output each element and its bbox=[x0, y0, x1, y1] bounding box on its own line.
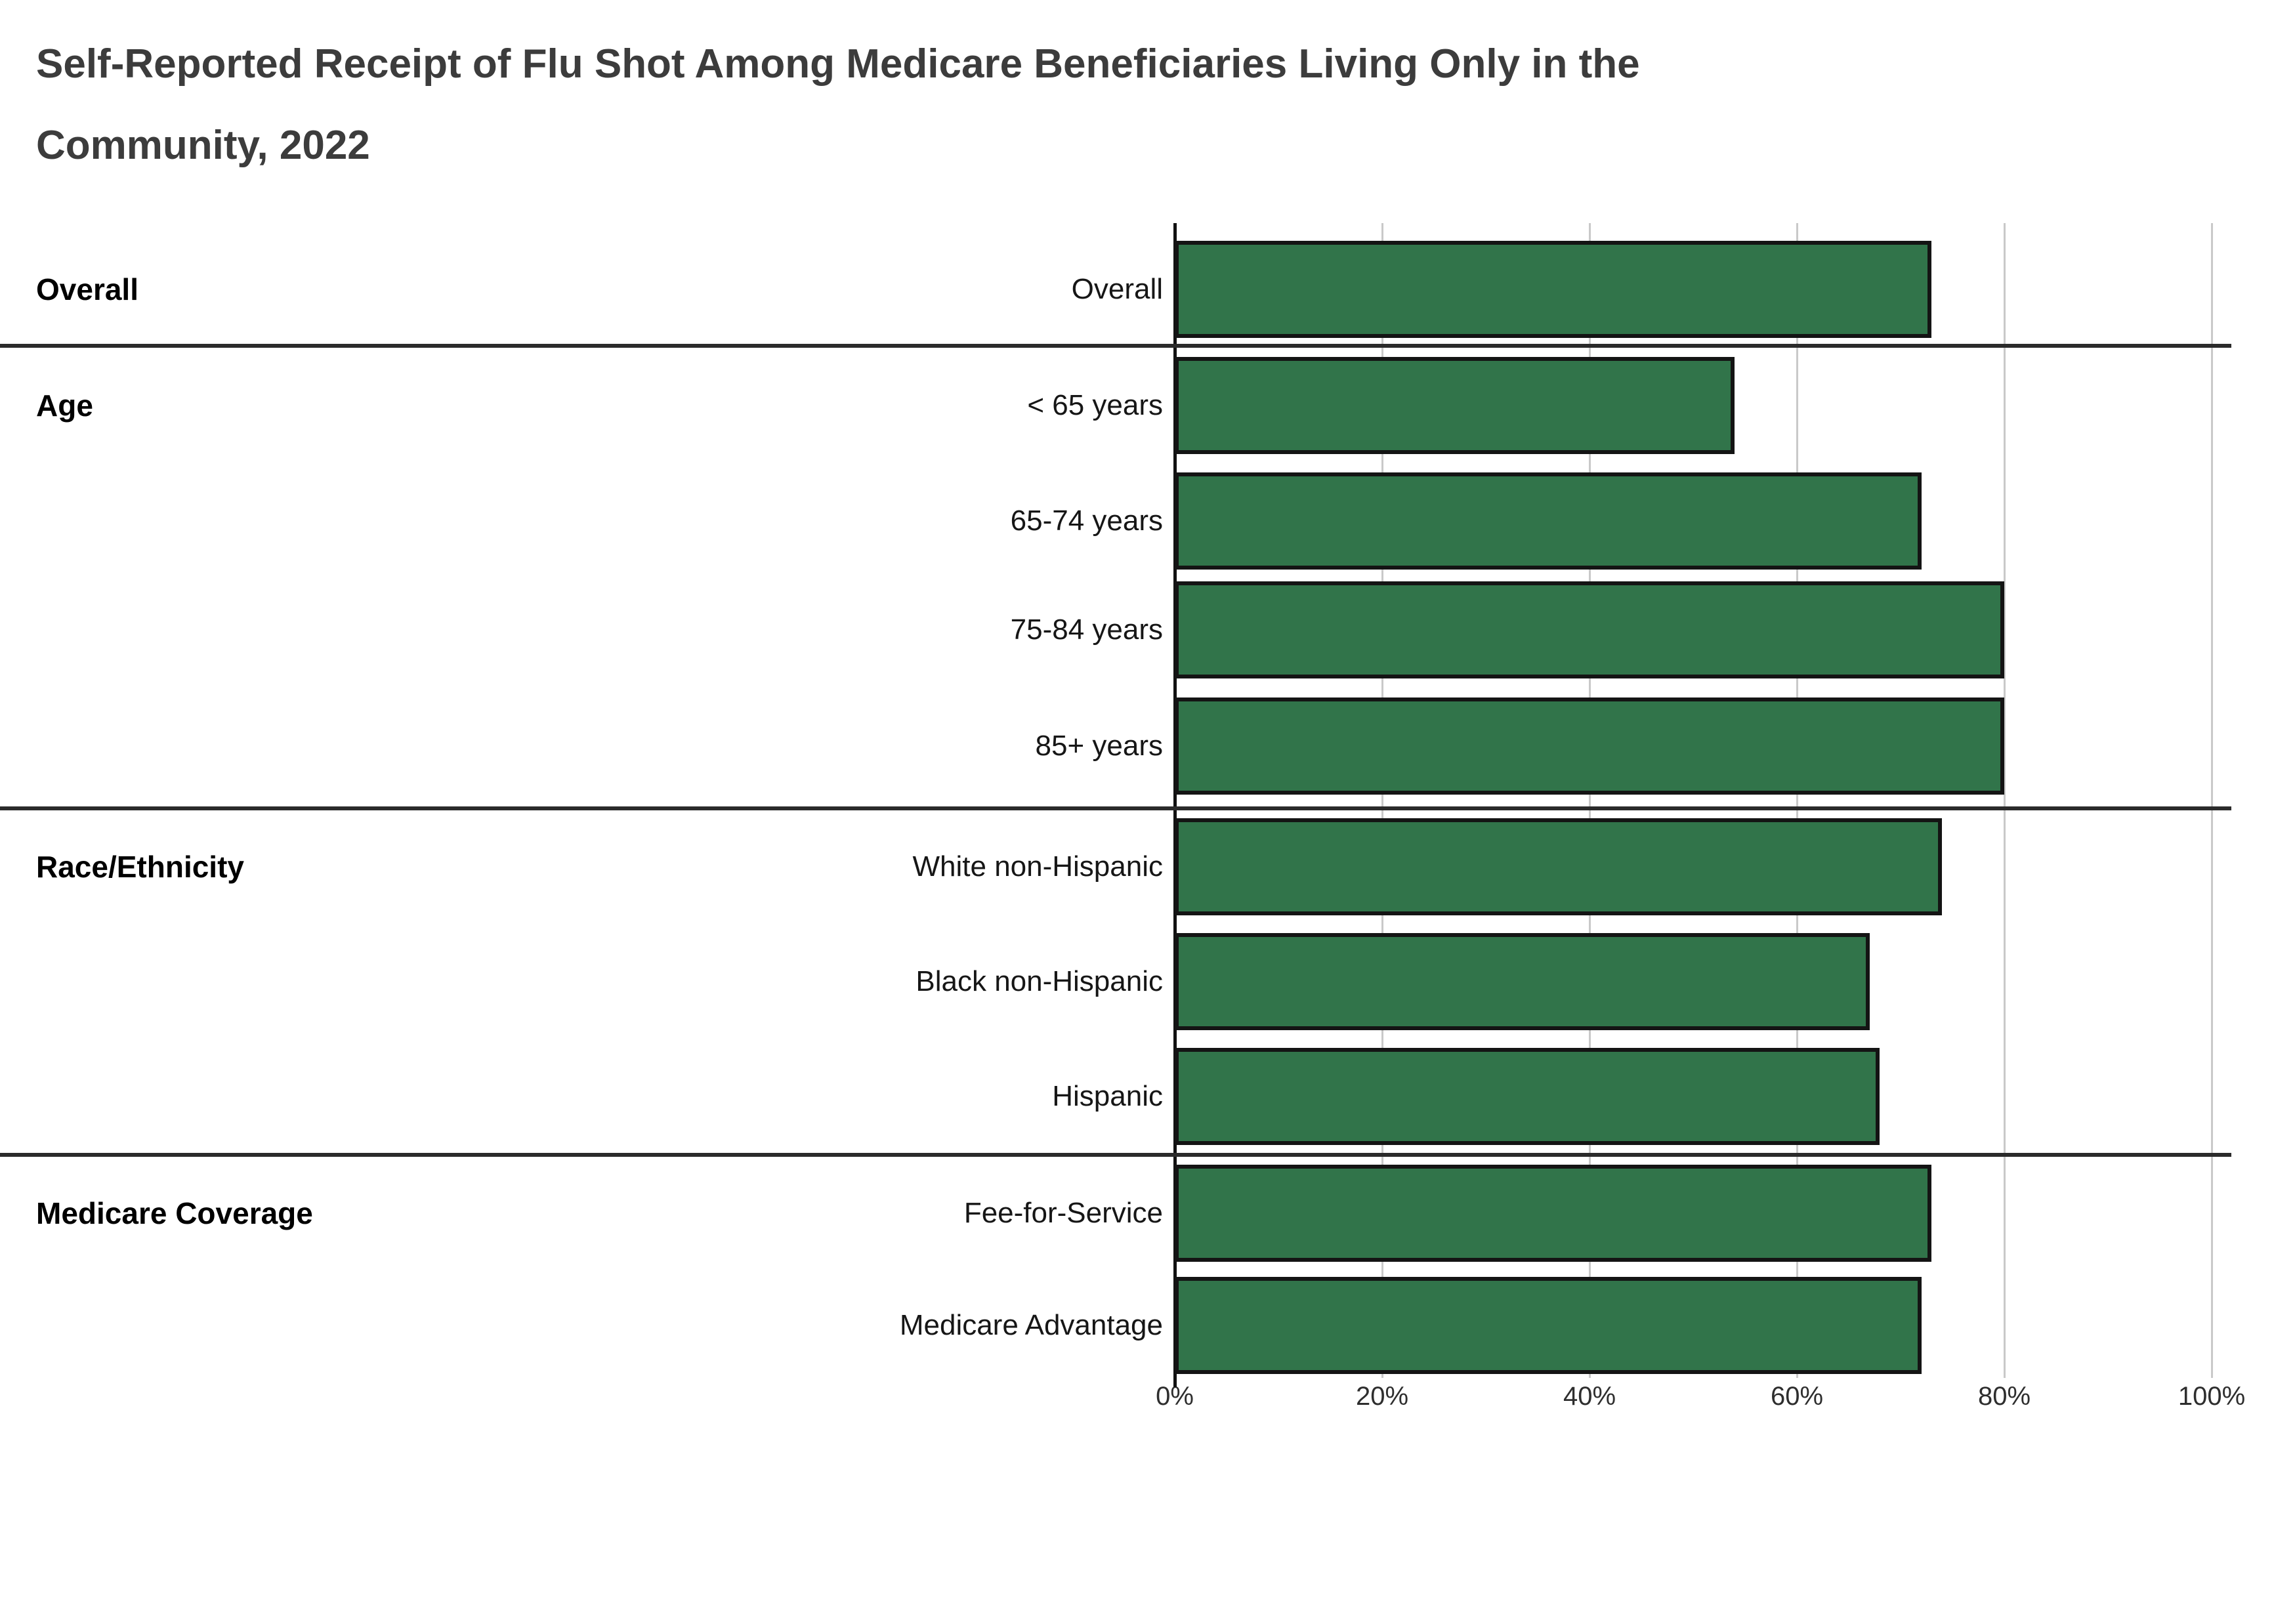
x-tick-label: 40% bbox=[1563, 1382, 1616, 1411]
row-label: White non-Hispanic bbox=[912, 850, 1164, 883]
row-label: Fee-for-Service bbox=[963, 1197, 1163, 1229]
bar-hispanic[interactable] bbox=[1175, 1048, 1880, 1145]
bar-85-years[interactable] bbox=[1175, 697, 2004, 795]
gridline-100 bbox=[2211, 223, 2213, 1378]
chart-title: Self-Reported Receipt of Flu Shot Among … bbox=[36, 24, 1640, 186]
gridline-40 bbox=[1589, 223, 1591, 1378]
row-label: 75-84 years bbox=[1010, 614, 1163, 646]
x-tick-label: 100% bbox=[2178, 1382, 2246, 1411]
row-label: Overall bbox=[1071, 273, 1163, 305]
group-divider bbox=[0, 344, 2231, 348]
row-label: < 65 years bbox=[1027, 389, 1163, 421]
chart-title-line-2: Community, 2022 bbox=[36, 123, 370, 168]
group-label-age: Age bbox=[36, 388, 93, 423]
x-tick-label: 20% bbox=[1355, 1382, 1409, 1411]
row-label: 85+ years bbox=[1035, 730, 1163, 762]
group-divider bbox=[0, 1153, 2231, 1157]
gridline-20 bbox=[1381, 223, 1383, 1378]
group-divider bbox=[0, 806, 2231, 810]
bar-medicare-advantage[interactable] bbox=[1175, 1277, 1922, 1374]
row-label: Medicare Advantage bbox=[899, 1309, 1163, 1341]
bar-65-74-years[interactable] bbox=[1175, 472, 1922, 570]
bar-black-non-hispanic[interactable] bbox=[1175, 933, 1870, 1030]
group-label-race-ethnicity: Race/Ethnicity bbox=[36, 850, 244, 884]
gridline-80 bbox=[2004, 223, 2006, 1378]
group-label-medicare-coverage: Medicare Coverage bbox=[36, 1196, 313, 1230]
x-tick-label: 80% bbox=[1977, 1382, 2031, 1411]
gridline-60 bbox=[1796, 223, 1798, 1378]
chart-title-line-1: Self-Reported Receipt of Flu Shot Among … bbox=[36, 41, 1640, 87]
row-label: Black non-Hispanic bbox=[916, 965, 1163, 997]
bar-65-years[interactable] bbox=[1175, 357, 1735, 454]
bar-white-non-hispanic[interactable] bbox=[1175, 818, 1942, 915]
x-tick-label: 60% bbox=[1770, 1382, 1824, 1411]
bar-fee-for-service[interactable] bbox=[1175, 1165, 1931, 1262]
row-label: 65-74 years bbox=[1010, 505, 1163, 537]
row-label: Hispanic bbox=[1052, 1080, 1163, 1112]
group-label-overall: Overall bbox=[36, 272, 138, 306]
bar-75-84-years[interactable] bbox=[1175, 581, 2004, 678]
x-axis-zero-line bbox=[1173, 223, 1177, 1387]
bar-overall[interactable] bbox=[1175, 241, 1931, 338]
